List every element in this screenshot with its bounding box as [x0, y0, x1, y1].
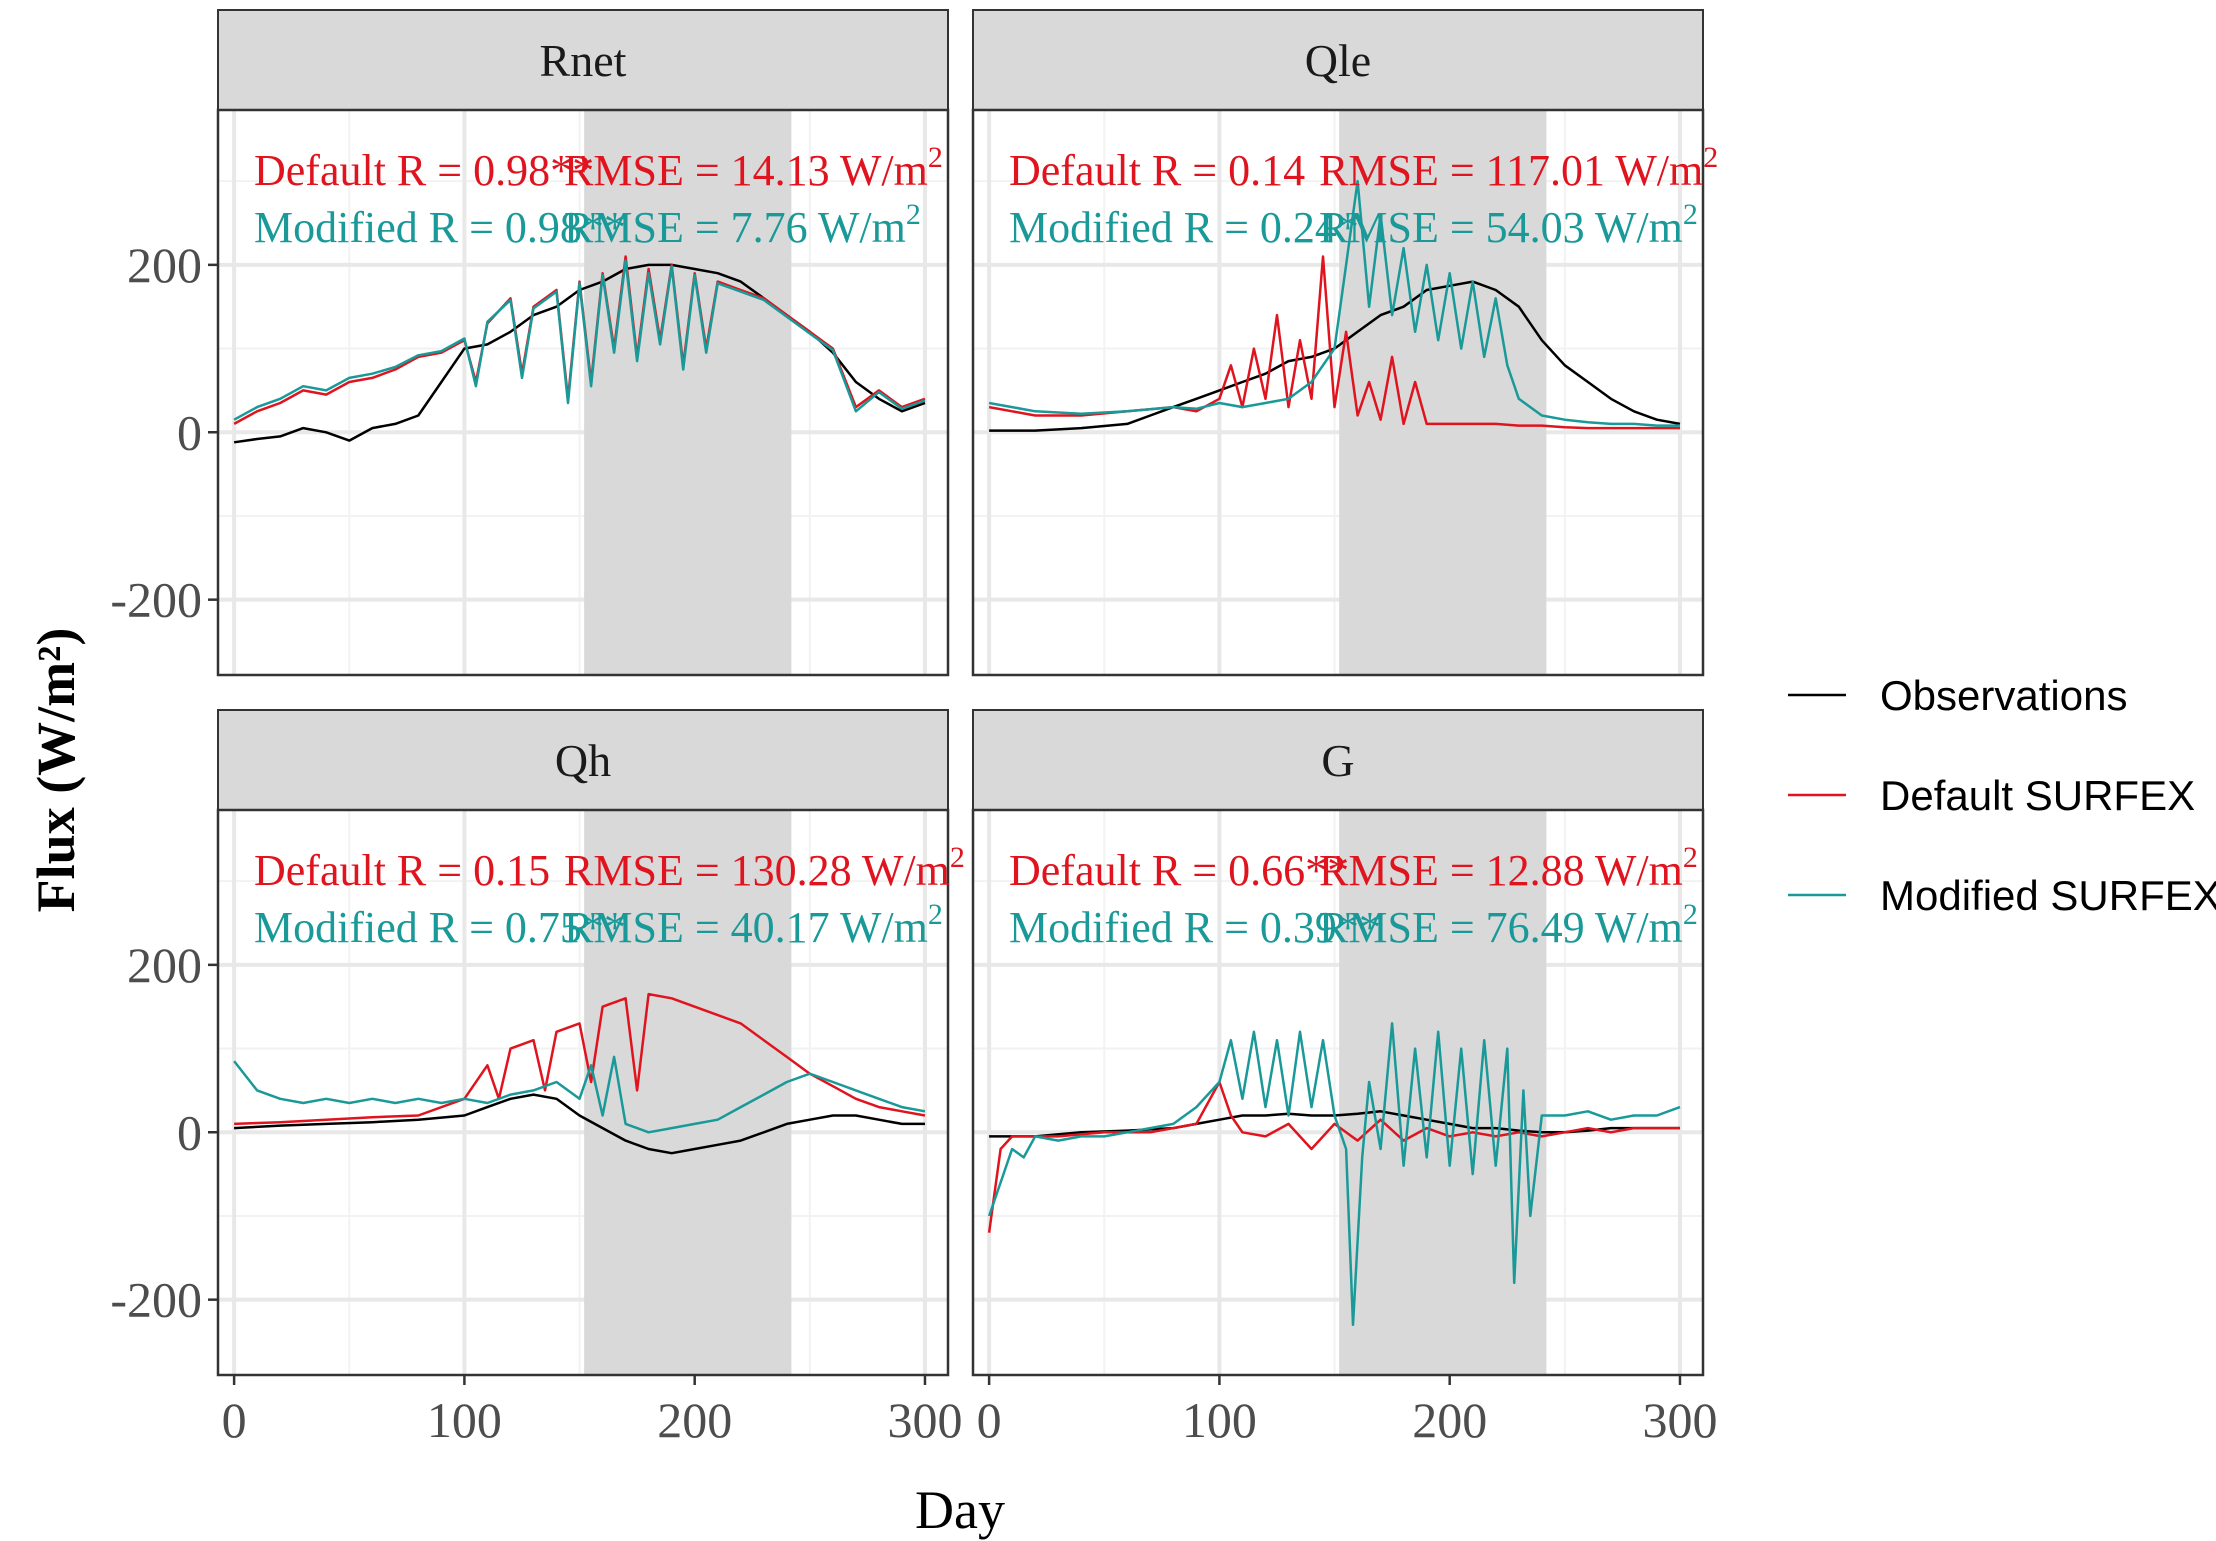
panel-qh: Qh Default R = 0.15 RMSE = 130.28 W/m2 Modi… — [110, 709, 965, 1448]
series-line-def — [988, 255, 1680, 430]
facet-title: Qh — [555, 735, 611, 786]
series-line-obs — [234, 1093, 925, 1155]
series-line-mod — [987, 1022, 1681, 1327]
stat-default-r: Default R = 0.98** — [254, 146, 594, 195]
stat-default-rmse: RMSE = 130.28 W/m2 — [564, 841, 965, 895]
y-axis-title: Flux (W/m²) — [26, 628, 86, 913]
panel-qle: Qle Default R = 0.14 RMSE = 117.01 W/m2 Mod… — [971, 9, 1718, 677]
legend-item-def: Default SURFEX — [1788, 772, 2195, 819]
stat-default-rmse: RMSE = 117.01 W/m2 — [1319, 141, 1718, 195]
facet-title: Qle — [1305, 35, 1371, 86]
panels: Rnet Default R = 0.98**RMSE = 14.13 W/m2 M… — [110, 9, 1718, 1448]
shaded-period — [584, 810, 792, 1375]
facet-title: Rnet — [540, 35, 627, 86]
x-tick-label: 0 — [977, 1392, 1002, 1448]
series-line-mod — [233, 259, 926, 421]
stat-default-rmse: RMSE = 14.13 W/m2 — [564, 141, 943, 195]
legend: Observations Default SURFEX Modified SURFE… — [1788, 672, 2216, 919]
panel-border — [216, 108, 950, 677]
legend-label: Default SURFEX — [1880, 772, 2195, 819]
panel-border — [216, 808, 950, 1377]
panel-border — [971, 108, 1705, 677]
legend-label: Modified SURFEX — [1880, 872, 2216, 919]
stat-modified-rmse: RMSE = 40.17 W/m2 — [564, 898, 943, 952]
stat-default-r: Default R = 0.66** — [1009, 846, 1349, 895]
y-tick-label: 0 — [177, 1104, 202, 1160]
stat-modified-r: Modified R = 0.98** — [254, 203, 626, 252]
legend-item-obs: Observations — [1788, 672, 2127, 719]
stat-modified-rmse: RMSE = 7.76 W/m2 — [564, 198, 921, 252]
facet-title: G — [1321, 735, 1354, 786]
panel-rnet: Rnet Default R = 0.98**RMSE = 14.13 W/m2 M… — [110, 9, 950, 677]
stat-modified-r: Modified R = 0.39** — [1009, 903, 1381, 952]
x-axis-title: Day — [915, 1480, 1005, 1540]
x-tick-label: 100 — [427, 1392, 502, 1448]
y-tick-label: -200 — [110, 1272, 202, 1328]
series-line-obs — [989, 280, 1681, 432]
facet-strip — [217, 9, 949, 111]
y-tick-label: 200 — [127, 937, 202, 993]
series-line-def — [987, 1080, 1680, 1233]
x-tick-label: 200 — [657, 1392, 732, 1448]
x-tick-label: 200 — [1412, 1392, 1487, 1448]
plot-area — [973, 810, 1703, 1375]
series-line-mod — [988, 179, 1680, 427]
x-tick-label: 100 — [1182, 1392, 1257, 1448]
facet-strip — [217, 709, 949, 811]
panel-g: G Default R = 0.66**RMSE = 12.88 W/m2 Modi… — [971, 709, 1717, 1448]
stat-modified-r: Modified R = 0.75** — [254, 903, 626, 952]
y-tick-label: -200 — [110, 572, 202, 628]
y-tick-label: 0 — [177, 404, 202, 460]
stat-default-r: Default R = 0.15 — [254, 846, 550, 895]
x-tick-label: 0 — [222, 1392, 247, 1448]
stat-modified-r: Modified R = 0.24* — [1009, 203, 1359, 252]
x-tick-label: 300 — [1642, 1392, 1717, 1448]
x-tick-label: 300 — [887, 1392, 962, 1448]
stat-modified-rmse: RMSE = 54.03 W/m2 — [1319, 198, 1698, 252]
stat-default-rmse: RMSE = 12.88 W/m2 — [1319, 841, 1698, 895]
plot-area — [218, 110, 948, 675]
y-tick-label: 200 — [127, 237, 202, 293]
stat-default-r: Default R = 0.14 — [1009, 146, 1305, 195]
stat-modified-rmse: RMSE = 76.49 W/m2 — [1319, 898, 1698, 952]
legend-label: Observations — [1880, 672, 2127, 719]
shaded-period — [1339, 110, 1547, 675]
legend-item-mod: Modified SURFEX — [1788, 872, 2216, 919]
panel-border — [971, 808, 1705, 1377]
shaded-period — [584, 110, 792, 675]
series-line-mod — [233, 1055, 926, 1134]
